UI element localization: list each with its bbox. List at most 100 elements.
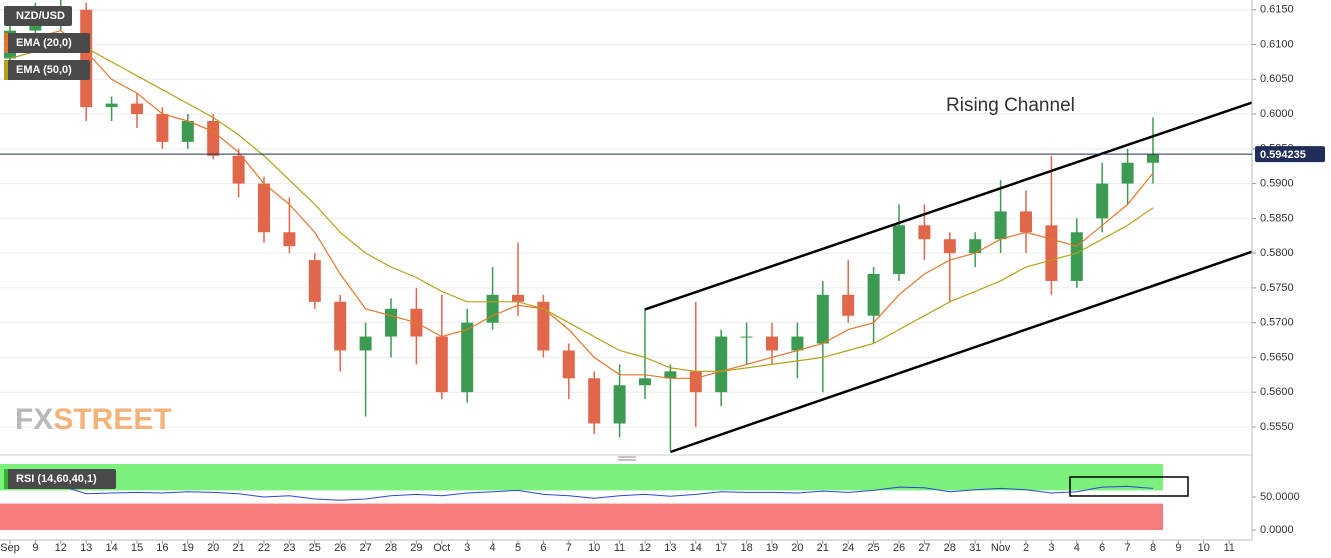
candle-body [842, 294, 855, 316]
x-tick-label: 9 [32, 542, 38, 554]
y-tick-label: 0.5750 [1260, 282, 1294, 294]
x-tick-label: 6 [540, 542, 546, 554]
x-tick-label: 14 [105, 542, 117, 554]
rsi-lower-zone [0, 503, 1163, 530]
x-tick-label: 15 [131, 542, 143, 554]
candle-body [766, 336, 778, 351]
y-tick-label: 0.6050 [1260, 73, 1294, 85]
rsi-tick-label: 50.0000 [1260, 491, 1300, 503]
candle-body [943, 239, 956, 254]
x-tick-label: 3 [1048, 542, 1054, 554]
x-tick-label: 10 [588, 542, 600, 554]
candle-body [232, 155, 245, 184]
x-tick-label: 23 [283, 542, 295, 554]
watermark: FXSTREET [15, 403, 172, 436]
candle-body [385, 308, 397, 337]
watermark-fx: FX [15, 403, 53, 436]
candle-body [461, 322, 474, 393]
channel-line [669, 250, 1253, 454]
x-tick-label: 27 [359, 542, 371, 554]
candle-body [435, 336, 448, 393]
x-tick-label: 11 [1223, 542, 1234, 554]
candle-body [105, 103, 118, 108]
watermark-street: STREET [53, 403, 171, 436]
candle-body [918, 225, 931, 240]
legend-swatch [4, 469, 8, 489]
highlight-box [1069, 476, 1189, 497]
rsi-upper-zone [0, 464, 1163, 491]
candle-body [613, 385, 626, 424]
x-tick-label: 21 [232, 542, 244, 554]
candle-body [1045, 225, 1058, 281]
candle-body [283, 232, 296, 247]
x-tick-label: 7 [566, 542, 572, 554]
x-tick-label: 3 [464, 542, 470, 554]
y-tick-label: 0.5650 [1260, 351, 1294, 363]
legend-label: EMA (50,0) [16, 64, 72, 76]
x-tick-label: 7 [1125, 542, 1131, 554]
candle-body [537, 301, 550, 351]
candle-body [715, 336, 728, 393]
legend-box [4, 6, 72, 26]
x-tick-label: 4 [1074, 542, 1080, 554]
candle-body [816, 294, 829, 344]
ema-line [9, 29, 1154, 379]
candle-body [893, 225, 905, 274]
annotation: Rising Channel [946, 95, 1075, 116]
x-tick-label: 13 [80, 542, 92, 554]
candle-body [80, 9, 93, 108]
x-tick-label: 28 [385, 542, 397, 554]
y-tick-label: 0.5600 [1260, 386, 1294, 398]
x-tick-label: 8 [1150, 542, 1156, 554]
y-tick-label: 0.5900 [1260, 177, 1294, 189]
legend-swatch [4, 60, 8, 80]
x-tick-label: Sep [0, 542, 20, 554]
y-tick-label: 0.5800 [1260, 247, 1294, 259]
candle-body [1121, 162, 1134, 184]
x-tick-label: 27 [918, 542, 930, 554]
candle-body [639, 378, 651, 386]
candle-body [334, 301, 347, 351]
x-tick-label: 25 [309, 542, 321, 554]
rsi-line [9, 485, 1154, 501]
x-tick-label: 29 [410, 542, 422, 554]
candle-body [1096, 183, 1109, 219]
x-tick-label: 26 [334, 542, 346, 554]
candle-body [156, 114, 169, 142]
candle-body [1020, 211, 1032, 233]
x-tick-label: Oct [433, 542, 450, 554]
x-tick-label: 21 [817, 542, 829, 554]
y-tick-label: 0.5550 [1260, 421, 1294, 433]
candle-body [1070, 232, 1083, 281]
candle-body [740, 336, 753, 338]
candle-body [308, 260, 321, 302]
x-tick-label: 28 [944, 542, 956, 554]
candle-body [181, 120, 194, 142]
last-price-box [1255, 146, 1325, 163]
x-tick-label: 4 [490, 542, 496, 554]
x-tick-label: 20 [791, 542, 803, 554]
legend-box [4, 60, 90, 80]
candle-body [131, 103, 143, 115]
candle-body [664, 371, 677, 379]
y-tick-label: 0.6150 [1260, 4, 1294, 16]
x-tick-label: 26 [893, 542, 905, 554]
y-tick-label: 0.5850 [1260, 212, 1294, 224]
x-tick-label: 14 [690, 542, 702, 554]
rsi-tick-label: 0.0000 [1260, 524, 1294, 536]
x-tick-label: 19 [182, 542, 194, 554]
x-tick-label: 12 [639, 542, 651, 554]
x-tick-label: 19 [766, 542, 778, 554]
candle-body [791, 336, 804, 351]
legend-box [4, 469, 116, 489]
legend-label: RSI (14,60,40,1) [16, 473, 97, 485]
candle-body [359, 336, 372, 351]
x-tick-label: 17 [715, 542, 727, 554]
x-tick-label: 6 [1099, 542, 1105, 554]
channel-line [644, 101, 1253, 311]
candle-body [562, 350, 575, 379]
x-tick-label: 5 [515, 542, 521, 554]
legend-box [4, 33, 90, 53]
candle-body [867, 273, 880, 316]
